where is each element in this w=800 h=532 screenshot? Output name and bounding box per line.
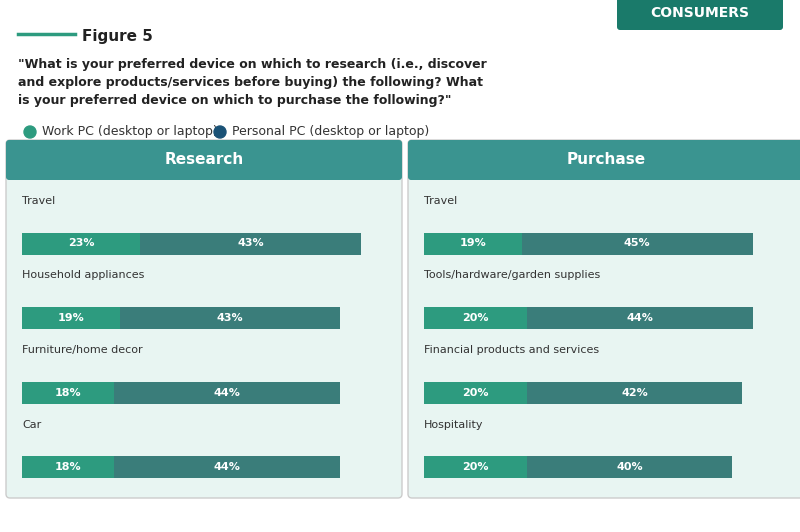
Circle shape	[24, 126, 36, 138]
FancyBboxPatch shape	[408, 140, 800, 180]
Text: 40%: 40%	[616, 462, 642, 472]
FancyBboxPatch shape	[408, 140, 800, 498]
Text: 45%: 45%	[624, 238, 650, 248]
Bar	[526, 456, 732, 478]
Bar	[522, 232, 753, 254]
Text: 43%: 43%	[237, 238, 264, 248]
Bar	[22, 381, 114, 403]
Bar	[424, 456, 526, 478]
Bar	[526, 307, 753, 329]
Bar	[140, 232, 361, 254]
Bar	[424, 232, 522, 254]
Bar	[424, 307, 526, 329]
Text: Purchase: Purchase	[566, 153, 646, 168]
Text: 20%: 20%	[462, 387, 489, 397]
Text: 44%: 44%	[214, 462, 241, 472]
Bar	[22, 232, 140, 254]
Text: 19%: 19%	[459, 238, 486, 248]
Bar	[10, 144, 398, 176]
Bar	[424, 381, 732, 403]
Circle shape	[214, 126, 226, 138]
Text: Personal PC (desktop or laptop): Personal PC (desktop or laptop)	[232, 126, 430, 138]
Text: 42%: 42%	[621, 387, 648, 397]
Text: 20%: 20%	[462, 462, 489, 472]
Text: Financial products and services: Financial products and services	[424, 345, 599, 355]
Text: Research: Research	[164, 153, 244, 168]
Bar	[424, 456, 732, 478]
Text: Travel: Travel	[424, 196, 458, 206]
Text: Figure 5: Figure 5	[82, 29, 153, 45]
Text: Travel: Travel	[22, 196, 55, 206]
Text: Furniture/home decor: Furniture/home decor	[22, 345, 142, 355]
Text: 23%: 23%	[68, 238, 94, 248]
FancyBboxPatch shape	[6, 140, 402, 180]
Text: 44%: 44%	[626, 313, 653, 323]
FancyBboxPatch shape	[408, 140, 800, 180]
Bar	[22, 307, 330, 329]
Text: 20%: 20%	[462, 313, 489, 323]
Text: 43%: 43%	[217, 313, 243, 323]
Text: 18%: 18%	[55, 462, 82, 472]
Bar	[22, 381, 330, 403]
Bar	[22, 456, 114, 478]
Text: "What is your preferred device on which to research (i.e., discover
and explore : "What is your preferred device on which …	[18, 58, 486, 107]
Bar	[424, 381, 526, 403]
Text: Tools/hardware/garden supplies: Tools/hardware/garden supplies	[424, 270, 600, 280]
Bar	[22, 456, 330, 478]
Bar	[114, 381, 340, 403]
Bar	[22, 307, 119, 329]
Text: Hospitality: Hospitality	[424, 420, 483, 429]
Bar	[424, 232, 732, 254]
Bar	[22, 232, 330, 254]
Bar	[424, 307, 732, 329]
Text: 18%: 18%	[55, 387, 82, 397]
Text: Work PC (desktop or laptop): Work PC (desktop or laptop)	[42, 126, 218, 138]
Bar	[119, 307, 340, 329]
FancyBboxPatch shape	[6, 140, 402, 498]
Text: CONSUMERS: CONSUMERS	[650, 6, 750, 20]
Bar	[526, 381, 742, 403]
Text: Household appliances: Household appliances	[22, 270, 144, 280]
Text: 19%: 19%	[58, 313, 84, 323]
Text: Car: Car	[22, 420, 42, 429]
Bar	[114, 456, 340, 478]
Text: 44%: 44%	[214, 387, 241, 397]
FancyBboxPatch shape	[6, 140, 402, 180]
Bar	[412, 144, 800, 176]
FancyBboxPatch shape	[617, 0, 783, 30]
